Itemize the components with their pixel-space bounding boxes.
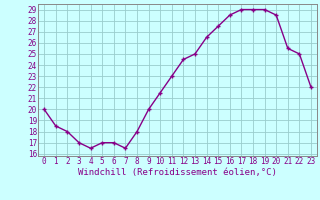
X-axis label: Windchill (Refroidissement éolien,°C): Windchill (Refroidissement éolien,°C) [78,168,277,177]
